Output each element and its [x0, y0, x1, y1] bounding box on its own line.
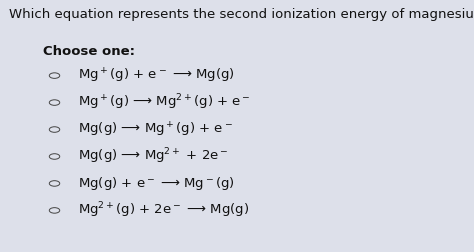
Text: Mg$^{2+}$(g) + 2e$^-$ ⟶ Mg(g): Mg$^{2+}$(g) + 2e$^-$ ⟶ Mg(g) [78, 201, 249, 220]
Text: Choose one:: Choose one: [43, 45, 135, 58]
Text: Mg$^+$(g) + e$^-$ ⟶ Mg(g): Mg$^+$(g) + e$^-$ ⟶ Mg(g) [78, 67, 235, 85]
Text: Mg(g) ⟶ Mg$^{2+}$ + 2e$^-$: Mg(g) ⟶ Mg$^{2+}$ + 2e$^-$ [78, 147, 228, 166]
Text: Which equation represents the second ionization energy of magnesium?: Which equation represents the second ion… [9, 8, 474, 21]
Text: Mg(g) ⟶ Mg$^+$(g) + e$^-$: Mg(g) ⟶ Mg$^+$(g) + e$^-$ [78, 120, 233, 139]
Text: Mg(g) + e$^-$ ⟶ Mg$^-$(g): Mg(g) + e$^-$ ⟶ Mg$^-$(g) [78, 175, 235, 192]
Text: Mg$^+$(g) ⟶ Mg$^{2+}$(g) + e$^-$: Mg$^+$(g) ⟶ Mg$^{2+}$(g) + e$^-$ [78, 93, 251, 112]
